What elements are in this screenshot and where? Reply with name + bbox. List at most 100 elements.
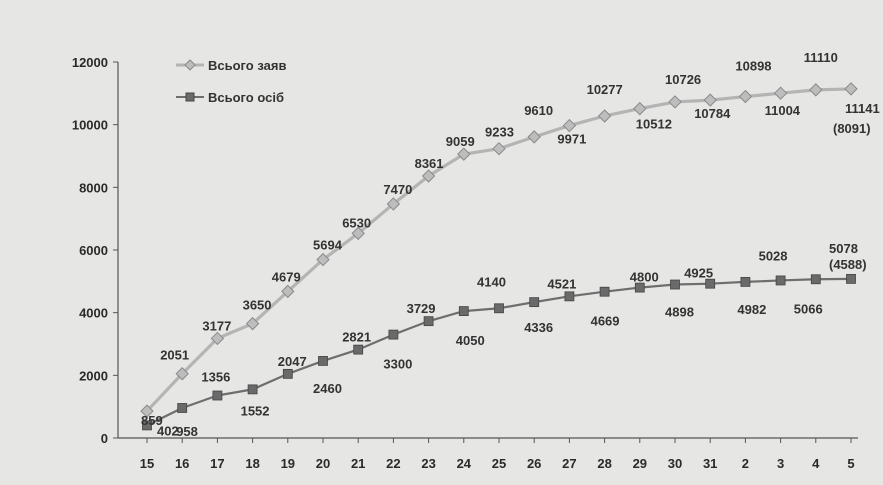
data-label-total-persons: 2047 (278, 354, 307, 369)
data-label-total-applications: 3177 (202, 318, 231, 333)
data-label-total-applications: 11004 (765, 103, 801, 118)
data-point-total-persons (282, 368, 293, 379)
x-tick-label: 3 (777, 456, 784, 471)
data-point-total-persons (142, 420, 152, 431)
data-point-total-persons (494, 303, 504, 314)
x-tick-label: 29 (633, 456, 647, 471)
data-point-total-persons (599, 286, 610, 297)
data-point-total-applications (527, 130, 541, 144)
data-label-total-persons: 2460 (313, 381, 342, 396)
data-point-total-applications (809, 83, 823, 97)
data-label-total-persons: 2821 (342, 330, 371, 345)
data-label-total-applications: 10784 (694, 106, 731, 121)
data-point-total-applications (844, 82, 858, 96)
y-tick-label: 10000 (72, 118, 108, 133)
x-tick-label: 21 (351, 456, 365, 471)
x-tick-label: 19 (281, 456, 295, 471)
data-point-total-persons (775, 275, 786, 286)
data-label-total-applications: 9233 (485, 125, 514, 140)
data-label-total-applications: 11141 (845, 101, 880, 116)
y-tick-label: 12000 (72, 55, 108, 70)
data-point-total-persons (810, 274, 821, 285)
data-point-total-persons (212, 390, 223, 401)
x-tick-label: 30 (668, 456, 682, 471)
x-tick-label: 15 (140, 456, 154, 471)
legend-marker-total-persons (185, 92, 195, 102)
data-point-total-persons (247, 384, 258, 395)
data-label-total-persons: 958 (176, 424, 198, 439)
data-point-total-persons (423, 316, 434, 327)
data-point-total-persons (529, 297, 540, 308)
data-point-total-applications (281, 284, 295, 299)
x-tick-label: 4 (812, 456, 820, 471)
legend-label-total-persons: Всього осіб (208, 90, 284, 105)
x-tick-label: 24 (457, 456, 472, 471)
data-label-total-applications: 10726 (665, 72, 701, 87)
data-label-total-applications: 859 (141, 413, 163, 428)
data-label-total-applications: 6530 (342, 215, 371, 230)
x-tick-label: 18 (245, 456, 259, 471)
series-group (140, 82, 858, 431)
data-label-total-persons: 4925 (684, 266, 713, 281)
data-label-total-persons: 5078 (829, 241, 858, 256)
x-tick-label: 26 (527, 456, 541, 471)
data-point-total-applications (633, 101, 647, 116)
data-point-total-persons (177, 403, 188, 413)
data-label-total-applications: 8361 (415, 156, 444, 171)
data-point-total-persons (318, 356, 328, 366)
y-tick-label: 6000 (79, 243, 108, 258)
data-label-total-persons: 402 (157, 423, 179, 438)
x-tick-label: 23 (421, 456, 435, 471)
x-tick-label: 28 (597, 456, 611, 471)
data-point-total-persons (740, 276, 751, 287)
data-label-total-persons: 5028 (759, 248, 788, 263)
y-tick-label: 0 (101, 431, 108, 446)
data-point-total-persons (353, 344, 364, 355)
legend: Всього заяв Всього осіб (176, 58, 286, 105)
y-tick-label: 2000 (79, 368, 108, 383)
data-label-total-persons: 1552 (241, 403, 270, 418)
data-point-total-applications (492, 141, 506, 156)
data-label-total-persons: 4050 (456, 333, 485, 348)
data-label-total-applications: 3650 (243, 298, 272, 313)
legend-label-total-applications: Всього заяв (208, 58, 286, 73)
data-label-total-applications: 5694 (313, 238, 343, 253)
data-point-total-applications (140, 404, 154, 418)
data-point-total-applications (773, 86, 788, 100)
x-tick-label: 22 (386, 456, 400, 471)
data-label-total-persons: 4669 (591, 314, 620, 329)
data-label-total-persons: 4898 (665, 305, 694, 320)
x-tick-label: 5 (847, 456, 854, 471)
data-point-total-persons (846, 273, 856, 284)
data-point-total-applications (245, 316, 260, 331)
x-tick-label: 16 (175, 456, 189, 471)
x-tick-label: 2 (742, 456, 749, 471)
data-point-total-persons (564, 291, 575, 302)
data-label-total-applications: 10512 (636, 117, 672, 132)
data-label-total-applications: 10898 (735, 59, 771, 74)
data-point-total-persons (388, 329, 399, 340)
data-label-total-applications: 11110 (804, 50, 838, 65)
data-point-total-persons (458, 306, 469, 317)
data-point-total-applications (562, 118, 577, 133)
data-point-total-applications (597, 109, 612, 123)
data-point-total-persons (705, 278, 716, 289)
data-label-total-persons: 4982 (737, 302, 766, 317)
data-label-total-persons: 4140 (477, 274, 506, 289)
data-label-total-applications: 9059 (446, 134, 475, 149)
data-label-total-persons: 5066 (794, 301, 823, 316)
data-point-total-applications (457, 147, 471, 161)
data-point-total-applications (668, 95, 682, 109)
data-point-total-applications (703, 93, 717, 107)
data-point-total-applications (386, 197, 401, 211)
data-point-total-persons (670, 279, 680, 290)
data-point-total-applications (351, 226, 365, 241)
x-tick-label: 20 (316, 456, 330, 471)
x-tick-label: 17 (210, 456, 224, 471)
x-tick-label: 31 (703, 456, 717, 471)
data-label-total-persons: 4336 (524, 320, 553, 335)
data-label-total-persons: 4800 (630, 270, 659, 285)
